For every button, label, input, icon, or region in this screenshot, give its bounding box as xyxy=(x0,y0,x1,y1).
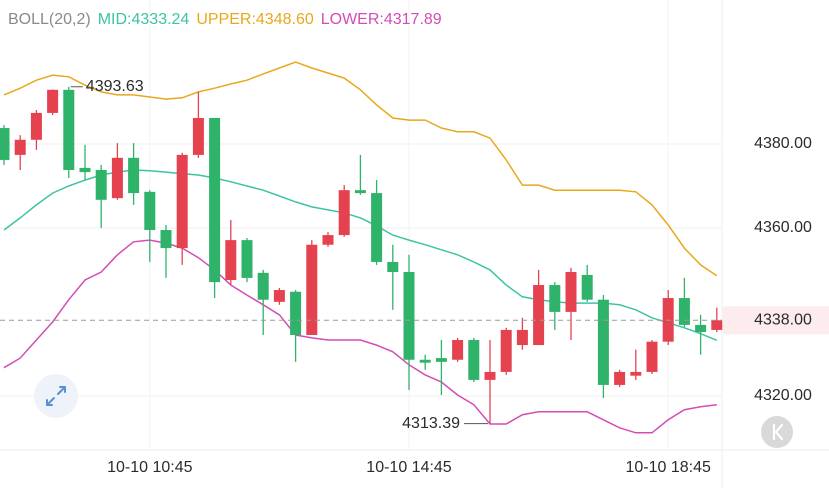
candle-body xyxy=(371,193,383,262)
candle-body xyxy=(678,298,690,325)
candle-body xyxy=(452,340,464,360)
candle-body xyxy=(630,371,642,376)
candle-body xyxy=(500,329,512,372)
candle-body xyxy=(565,272,577,312)
band-line xyxy=(3,239,717,434)
candle-body xyxy=(322,235,334,245)
y-tick-label: 4380.00 xyxy=(754,135,812,152)
candle-body xyxy=(306,244,318,335)
candle-body xyxy=(30,112,42,140)
candle-body xyxy=(14,139,26,155)
expand-icon xyxy=(46,386,66,406)
candle-body xyxy=(95,170,107,200)
candle-body xyxy=(614,371,626,385)
min-label: 4313.39 xyxy=(402,415,460,432)
legend-entry: UPPER:4348.60 xyxy=(196,11,314,28)
candle-body xyxy=(47,89,59,113)
candle-body xyxy=(0,128,10,160)
candle-body xyxy=(516,329,528,346)
band-line xyxy=(3,61,718,277)
latest-button[interactable] xyxy=(761,416,793,448)
candles xyxy=(0,86,723,424)
candle-body xyxy=(403,272,415,360)
candle-body xyxy=(176,154,188,249)
candle-body xyxy=(241,240,253,278)
candle-body xyxy=(160,230,172,249)
candle-body xyxy=(419,359,431,363)
price-label-bg xyxy=(723,306,829,335)
price-label: 4338.00 xyxy=(754,312,812,329)
expand-button-bg[interactable] xyxy=(34,374,78,418)
x-tick-label: 10-10 10:45 xyxy=(107,459,193,476)
y-tick-label: 4320.00 xyxy=(754,387,812,404)
candle-body xyxy=(63,89,75,171)
candle-body xyxy=(111,157,123,199)
y-tick-label: 4360.00 xyxy=(754,219,812,236)
candle-body xyxy=(711,320,723,330)
candle-body xyxy=(468,340,480,380)
labels: 4380.00 4360.00 4320.00 10-10 10:45 10-10 14… xyxy=(0,78,829,476)
candle-body xyxy=(225,240,237,280)
x-tick-label: 10-10 14:45 xyxy=(366,459,452,476)
candle-body xyxy=(144,191,156,231)
candle-body xyxy=(533,285,545,346)
x-tick-label: 10-10 18:45 xyxy=(625,459,711,476)
candle-body xyxy=(128,157,140,194)
candle-body xyxy=(79,167,91,173)
candle-body xyxy=(192,117,204,155)
candle-body xyxy=(209,117,221,283)
candle-body xyxy=(597,299,609,385)
candle-body xyxy=(646,341,658,372)
expand-button[interactable] xyxy=(34,374,78,418)
max-label: 4393.63 xyxy=(86,78,144,95)
legend: BOLL(20,2) MID:4333.24 UPPER:4348.60 LOWER… xyxy=(8,11,442,28)
legend-entry: MID:4333.24 xyxy=(98,11,190,28)
candle-body xyxy=(695,324,707,333)
candle-body xyxy=(338,190,350,236)
candle-body xyxy=(549,285,561,312)
candle-body xyxy=(257,272,269,300)
candle-body xyxy=(273,290,285,302)
candle-body xyxy=(354,190,366,194)
candle-body xyxy=(581,274,593,300)
legend-title: BOLL(20,2) xyxy=(8,11,91,28)
latest-icon xyxy=(772,423,784,441)
candle-body xyxy=(387,261,399,273)
candle-body xyxy=(435,358,447,362)
candle-body xyxy=(290,291,302,335)
candle-body xyxy=(484,371,496,380)
legend-entry: LOWER:4317.89 xyxy=(321,11,442,28)
